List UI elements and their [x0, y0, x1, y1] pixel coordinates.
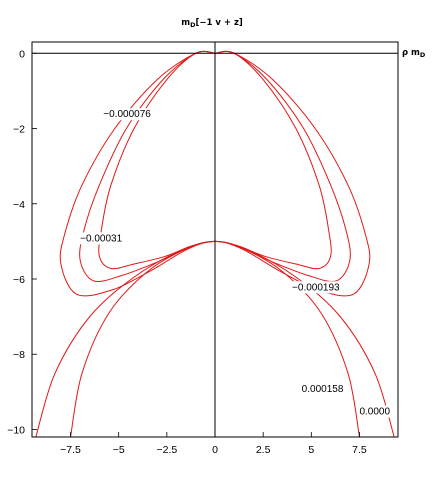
y-tick-label: −6 [13, 274, 25, 286]
contour-label-bg [300, 382, 350, 395]
ticks: −7.5 −5 −2.5 0 2.5 5 7.5 0 −2 −4 −6 −8 −10 [7, 48, 367, 456]
contour-label-bg [291, 281, 346, 294]
side-label-sub: D [420, 51, 426, 59]
x-tick-label: −7.5 [60, 444, 81, 456]
y-tick-label: −8 [13, 349, 25, 361]
contour-label: 0.000158 [302, 384, 344, 395]
contour-labels: −0.000076 −0.00031 −0.000193 0.000158 0.0000 [79, 108, 396, 418]
y-tick-label: −10 [7, 424, 25, 436]
title-rest: [−1 v + z] [195, 18, 242, 28]
contour-label: −0.000193 [292, 282, 340, 293]
contour-label: 0.0000 [359, 406, 390, 417]
x-tick-label: 7.5 [352, 444, 367, 456]
y-tick-label: −2 [13, 124, 25, 136]
x-tick-label: 5 [308, 444, 314, 456]
x-axis-label: ρ mD [402, 48, 426, 59]
y-tick-label: 0 [19, 48, 25, 60]
contour-label: −0.00031 [80, 233, 122, 244]
title-sub: D [190, 21, 196, 29]
y-tick-label: −4 [13, 199, 25, 211]
contour-label-bg [102, 108, 157, 121]
contour-label: −0.000076 [103, 109, 151, 120]
chart-title: mD[−1 v + z] [181, 18, 243, 29]
x-tick-label: 2.5 [256, 444, 271, 456]
contour-label-bg [79, 232, 128, 245]
side-label-main: ρ m [402, 48, 420, 58]
x-tick-label: −5 [113, 444, 125, 456]
x-tick-label: −2.5 [156, 444, 177, 456]
title-main: m [181, 18, 190, 28]
x-tick-label: 0 [212, 444, 218, 456]
contour-label-bg [358, 405, 396, 418]
